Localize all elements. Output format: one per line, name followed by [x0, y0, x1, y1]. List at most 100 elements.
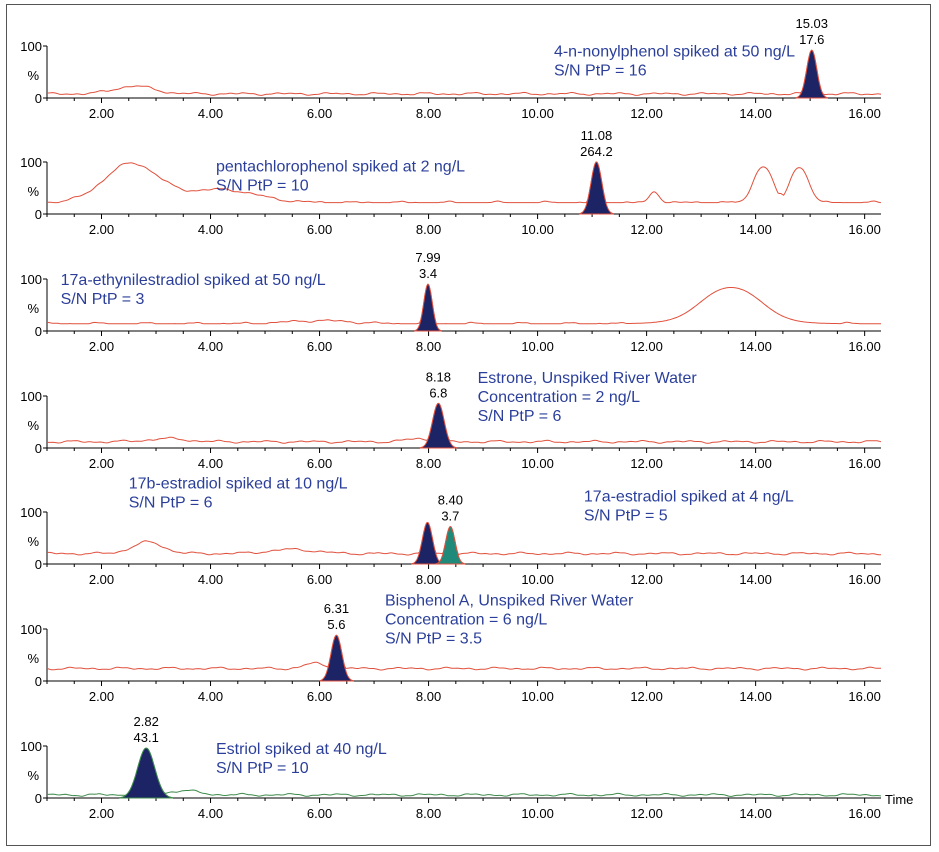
y-axis-label-5: %: [27, 651, 39, 666]
annotation-1: S/N PtP = 10: [216, 177, 309, 194]
x-tick-label-3: 2.00: [89, 456, 114, 471]
y-tick-label-100-2: 100: [20, 272, 42, 287]
peak-rt-label: 11.08: [581, 128, 613, 143]
x-tick-label-5: 4.00: [198, 689, 223, 704]
x-tick-label-5: 8.00: [416, 689, 441, 704]
y-axis-label-2: %: [27, 301, 39, 316]
y-tick-label-100-3: 100: [20, 389, 42, 404]
peak-area-label: 264.2: [580, 144, 613, 159]
x-tick-label-4: 2.00: [89, 572, 114, 587]
x-axis-title: Time: [885, 792, 913, 807]
x-tick-label-4: 16.00: [848, 572, 881, 587]
peak-rt-label: 8.18: [426, 369, 451, 384]
annotation-0: S/N PtP = 16: [554, 62, 647, 79]
x-tick-label-4: 12.00: [630, 572, 663, 587]
x-tick-label-0: 4.00: [198, 106, 223, 121]
x-tick-label-2: 10.00: [521, 339, 554, 354]
x-tick-label-2: 12.00: [630, 339, 663, 354]
peak-area-label: 3.4: [419, 266, 437, 281]
x-tick-label-5: 2.00: [89, 689, 114, 704]
annotation-6: S/N PtP = 10: [216, 760, 309, 777]
x-tick-label-4: 4.00: [198, 572, 223, 587]
annotation-3: S/N PtP = 6: [478, 408, 562, 425]
x-tick-label-5: 14.00: [739, 689, 772, 704]
trace-5: [46, 634, 881, 671]
y-tick-label-100-4: 100: [20, 505, 42, 520]
x-tick-label-2: 2.00: [89, 339, 114, 354]
y-axis-label-1: %: [27, 184, 39, 199]
trace-1: [46, 161, 882, 204]
x-tick-label-0: 12.00: [630, 106, 663, 121]
x-tick-label-1: 4.00: [198, 222, 223, 237]
x-tick-label-0: 6.00: [307, 106, 332, 121]
peak-rt-label: 15.03: [795, 16, 828, 31]
peak-rt-label: 7.99: [415, 250, 440, 265]
peak-rt-label: 2.82: [134, 714, 159, 729]
x-tick-label-6: 8.00: [416, 806, 441, 821]
x-tick-label-5: 10.00: [521, 689, 554, 704]
x-tick-label-3: 12.00: [630, 456, 663, 471]
annotation-1: pentachlorophenol spiked at 2 ng/L: [216, 158, 465, 175]
x-tick-label-1: 12.00: [630, 222, 663, 237]
annotation-3: Concentration = 2 ng/L: [478, 389, 640, 406]
peak-4-1: [435, 526, 466, 565]
annotation-5: S/N PtP = 3.5: [385, 631, 482, 648]
trace-6: [47, 747, 882, 797]
peak-area-label: 43.1: [134, 730, 159, 745]
x-tick-label-6: 6.00: [307, 806, 332, 821]
trace-4: [46, 521, 882, 556]
x-tick-label-1: 16.00: [848, 222, 881, 237]
peak-1-0: [579, 161, 614, 215]
x-tick-label-1: 8.00: [416, 222, 441, 237]
x-tick-label-1: 2.00: [89, 222, 114, 237]
y-tick-label-0-2: 0: [35, 324, 42, 339]
x-tick-label-2: 8.00: [416, 339, 441, 354]
peak-5-0: [319, 634, 354, 682]
y-tick-label-100-6: 100: [20, 739, 42, 754]
x-tick-label-0: 10.00: [521, 106, 554, 121]
x-tick-label-4: 6.00: [307, 572, 332, 587]
annotation-5: Bisphenol A, Unspiked River Water: [385, 593, 634, 610]
y-tick-label-100-1: 100: [20, 155, 42, 170]
x-tick-label-6: 10.00: [521, 806, 554, 821]
y-axis-label-3: %: [27, 418, 39, 433]
peak-rt-label: 8.40: [438, 493, 463, 508]
chromatogram-chart: 100 0% 2.00 4.00 6.00 8.00 10.00 12.00 14.00 16.0…: [20, 16, 913, 821]
x-tick-label-5: 6.00: [307, 689, 332, 704]
x-tick-label-1: 10.00: [521, 222, 554, 237]
x-tick-label-1: 14.00: [739, 222, 772, 237]
trace-3: [46, 402, 882, 444]
x-tick-label-3: 6.00: [307, 456, 332, 471]
y-tick-label-0-4: 0: [35, 557, 42, 572]
x-tick-label-5: 12.00: [630, 689, 663, 704]
x-tick-label-6: 16.00: [848, 806, 881, 821]
trace-0: [47, 49, 882, 96]
y-tick-label-0-6: 0: [35, 791, 42, 806]
y-tick-label-0-3: 0: [35, 441, 42, 456]
peak-2-0: [414, 283, 442, 332]
x-tick-label-6: 2.00: [89, 806, 114, 821]
peak-area-label: 6.8: [429, 385, 447, 400]
peak-4-0: [411, 521, 444, 565]
x-tick-label-6: 14.00: [739, 806, 772, 821]
x-tick-label-3: 16.00: [848, 456, 881, 471]
x-tick-label-2: 16.00: [848, 339, 881, 354]
peak-area-label: 5.6: [327, 617, 345, 632]
x-tick-label-2: 14.00: [739, 339, 772, 354]
x-tick-label-0: 16.00: [848, 106, 881, 121]
annotation-2: S/N PtP = 3: [61, 291, 145, 308]
x-tick-label-5: 16.00: [848, 689, 881, 704]
x-tick-label-4: 8.00: [416, 572, 441, 587]
x-tick-label-0: 2.00: [89, 106, 114, 121]
annotation-6: Estriol spiked at 40 ng/L: [216, 741, 387, 758]
y-axis-label-6: %: [27, 768, 39, 783]
x-tick-label-0: 8.00: [416, 106, 441, 121]
peak-3-0: [419, 402, 457, 449]
x-tick-label-0: 14.00: [739, 106, 772, 121]
y-tick-label-0-1: 0: [35, 207, 42, 222]
annotation-3: Estrone, Unspiked River Water: [478, 370, 698, 387]
x-tick-label-6: 12.00: [630, 806, 663, 821]
x-tick-label-3: 10.00: [521, 456, 554, 471]
x-tick-label-4: 10.00: [521, 572, 554, 587]
annotation-4: 17b-estradiol spiked at 10 ng/L: [129, 476, 348, 493]
